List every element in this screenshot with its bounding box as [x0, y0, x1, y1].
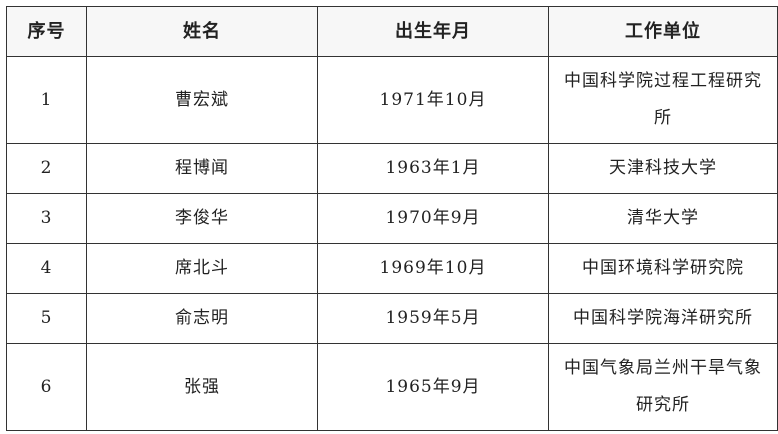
- cell-name: 曹宏斌: [86, 56, 318, 144]
- cell-birth: 1971年10月: [317, 56, 549, 144]
- cell-name: 张强: [86, 343, 318, 431]
- cell-organization: 中国气象局兰州干旱气象研究所: [548, 343, 778, 431]
- header-index: 序号: [6, 6, 87, 57]
- header-row: 序号 姓名 出生年月 工作单位: [6, 6, 778, 57]
- cell-birth: 1959年5月: [317, 293, 549, 344]
- cell-index: 3: [6, 193, 87, 244]
- header-birth: 出生年月: [317, 6, 549, 57]
- table-row: 2 程博闻 1963年1月 天津科技大学: [6, 143, 778, 194]
- table-row: 1 曹宏斌 1971年10月 中国科学院过程工程研究所: [6, 56, 778, 144]
- cell-organization: 天津科技大学: [548, 143, 778, 194]
- cell-organization: 清华大学: [548, 193, 778, 244]
- cell-index: 4: [6, 243, 87, 294]
- cell-name: 李俊华: [86, 193, 318, 244]
- cell-name: 程博闻: [86, 143, 318, 194]
- cell-birth: 1970年9月: [317, 193, 549, 244]
- table-row: 3 李俊华 1970年9月 清华大学: [6, 193, 778, 244]
- cell-index: 6: [6, 343, 87, 431]
- table-row: 4 席北斗 1969年10月 中国环境科学研究院: [6, 243, 778, 294]
- cell-organization: 中国科学院过程工程研究所: [548, 56, 778, 144]
- cell-birth: 1969年10月: [317, 243, 549, 294]
- header-name: 姓名: [86, 6, 318, 57]
- cell-organization: 中国科学院海洋研究所: [548, 293, 778, 344]
- personnel-table: 序号 姓名 出生年月 工作单位 1 曹宏斌 1971年10月 中国科学院过程工程…: [6, 6, 778, 431]
- cell-name: 席北斗: [86, 243, 318, 294]
- cell-birth: 1965年9月: [317, 343, 549, 431]
- cell-index: 5: [6, 293, 87, 344]
- cell-organization: 中国环境科学研究院: [548, 243, 778, 294]
- header-organization: 工作单位: [548, 6, 778, 57]
- cell-birth: 1963年1月: [317, 143, 549, 194]
- table-row: 6 张强 1965年9月 中国气象局兰州干旱气象研究所: [6, 343, 778, 431]
- table-row: 5 俞志明 1959年5月 中国科学院海洋研究所: [6, 293, 778, 344]
- cell-index: 2: [6, 143, 87, 194]
- cell-name: 俞志明: [86, 293, 318, 344]
- cell-index: 1: [6, 56, 87, 144]
